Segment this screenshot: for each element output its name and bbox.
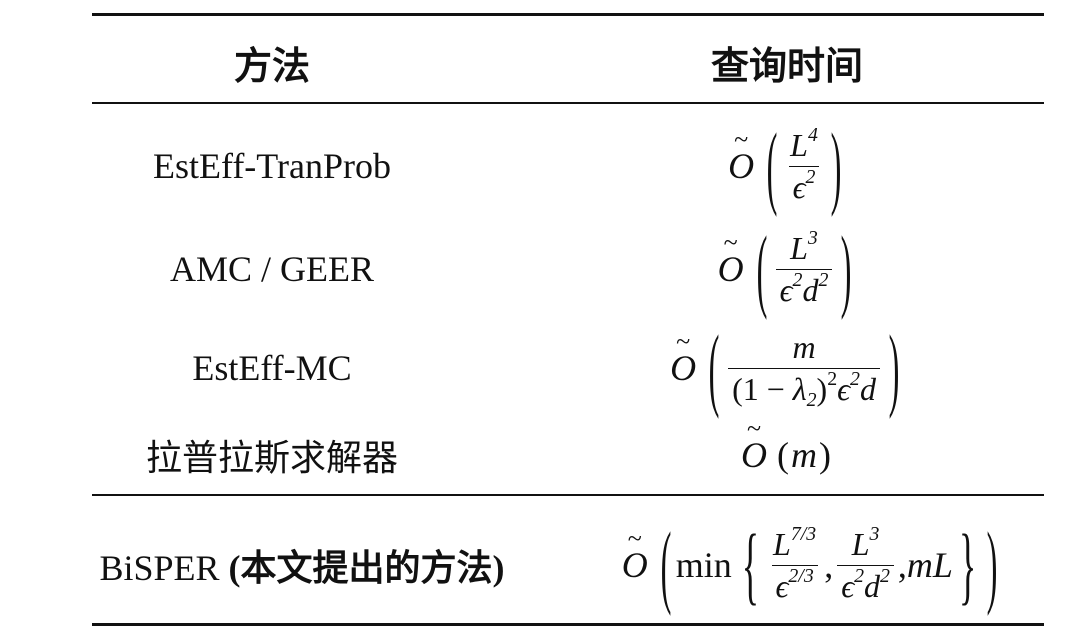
method-name: 拉普拉斯求解器 — [145, 438, 398, 478]
math-symbol: m — [791, 435, 817, 475]
denominator: ϵ2 — [788, 165, 820, 206]
superscript: 2 — [854, 564, 864, 587]
math-symbol: mL — [906, 545, 953, 585]
query-time-formula: O(m) — [492, 414, 1080, 476]
math-expression: O(m) — [741, 414, 833, 476]
query-time-formula: O(m(1 − λ2)2ϵ2d) — [492, 316, 1080, 420]
o-tilde-operator: O — [718, 228, 744, 290]
method-name: BiSPER (本文提出的方法) — [92, 539, 512, 591]
fraction: L3 ϵ2d2 — [775, 226, 833, 309]
o-tilde-operator: O — [728, 125, 754, 187]
numerator: m — [788, 329, 819, 368]
method-name: EstEff-MC — [192, 348, 352, 388]
header-row: 方法 查询时间 — [92, 30, 1044, 94]
math-symbol: ϵ2/3 — [775, 564, 814, 604]
math-symbol: ϵ2 — [837, 367, 860, 407]
right-paren: ) — [819, 435, 831, 475]
denominator: ϵ2d2 — [775, 268, 833, 309]
math-symbol: ϵ2 — [792, 165, 816, 205]
math-symbol: , — [897, 545, 907, 585]
bottom-rule — [92, 623, 1044, 626]
superscript: 3 — [869, 522, 880, 545]
right-paren: ) — [840, 217, 852, 321]
subscript: 2 — [806, 388, 817, 411]
header-query-time: 查询时间 — [710, 45, 863, 88]
numerator: L3 — [786, 226, 822, 269]
left-brace: { — [741, 517, 760, 613]
math-symbol: , — [824, 545, 834, 585]
right-paren: ) — [830, 114, 842, 218]
numerator: L3 — [848, 522, 884, 565]
right-paren: ) — [986, 513, 998, 617]
method-name: AMC / GEER — [169, 249, 374, 289]
superscript: 2 — [792, 268, 803, 291]
denominator: (1 − λ2)2ϵ2d — [728, 367, 880, 411]
method-name: EstEff-TranProb — [152, 146, 391, 186]
superscript: 2/3 — [788, 564, 814, 587]
numerator: L7/3 — [769, 522, 820, 565]
math-symbol: d — [859, 370, 876, 407]
left-paren: ( — [708, 316, 720, 420]
math-symbol: (1 − — [732, 370, 793, 407]
table-row: 拉普拉斯求解器 O(m) — [92, 414, 1044, 480]
mid-rule — [92, 494, 1044, 496]
numerator: L4 — [786, 123, 822, 166]
right-paren: ) — [888, 316, 900, 420]
o-tilde-operator: O — [741, 414, 767, 476]
math-symbol: L7/3 — [773, 522, 817, 562]
method-note: (本文提出的方法) — [228, 548, 505, 588]
fraction: L4 ϵ2 — [786, 123, 822, 206]
math-symbol: λ2 — [792, 370, 817, 411]
math-symbol: L3 — [790, 226, 818, 266]
denominator: ϵ2/3 — [771, 564, 818, 605]
left-paren: ( — [766, 114, 778, 218]
left-paren: ( — [660, 513, 672, 617]
left-paren: ( — [777, 435, 789, 475]
header-rule — [92, 102, 1044, 104]
superscript: 3 — [807, 226, 818, 249]
superscript: 7/3 — [790, 522, 817, 545]
math-symbol: ϵ2 — [841, 564, 864, 604]
superscript: 4 — [807, 123, 818, 146]
top-rule — [92, 13, 1044, 16]
fraction: L3 ϵ2d2 — [837, 522, 894, 605]
superscript: 2 — [805, 165, 816, 188]
math-expression: O(m(1 − λ2)2ϵ2d) — [670, 316, 904, 420]
math-symbol: d2 — [864, 564, 890, 604]
superscript: 2 — [850, 367, 860, 390]
superscript: 2 — [827, 367, 838, 390]
superscript: 2 — [880, 564, 890, 587]
o-tilde-operator: O — [670, 327, 696, 389]
o-tilde-operator: O — [622, 524, 648, 586]
table-row-proposed: BiSPER (本文提出的方法) O(min{L7/3ϵ2/3,L3ϵ2d2,m… — [92, 513, 1044, 617]
math-symbol: L3 — [851, 522, 880, 562]
right-brace: } — [958, 517, 977, 613]
denominator: ϵ2d2 — [837, 564, 894, 605]
fraction: L7/3 ϵ2/3 — [769, 522, 820, 605]
math-symbol: m — [792, 328, 816, 365]
method-title: BiSPER — [99, 548, 220, 588]
header-method: 方法 — [233, 45, 310, 88]
min-operator: min — [675, 545, 732, 585]
fraction: m (1 − λ2)2ϵ2d — [728, 329, 880, 411]
math-symbol: )2 — [816, 367, 838, 407]
math-symbol: ϵ2 — [779, 268, 803, 308]
math-symbol: d2 — [802, 268, 829, 308]
table-row: EstEff-MC O(m(1 − λ2)2ϵ2d) — [92, 316, 1044, 420]
left-paren: ( — [756, 217, 768, 321]
math-symbol: L4 — [790, 123, 818, 163]
superscript: 2 — [818, 268, 829, 291]
